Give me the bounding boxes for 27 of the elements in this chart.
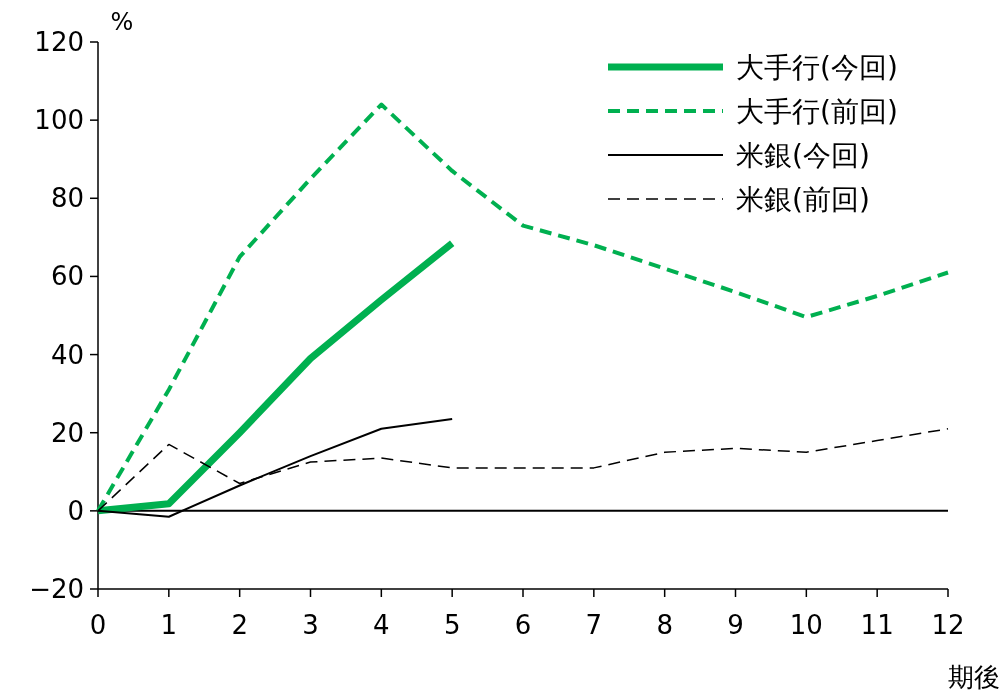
legend-label: 大手行(今回)	[736, 51, 898, 84]
y-tick-label: 100	[34, 105, 84, 136]
x-tick-label: 2	[231, 610, 248, 640]
x-tick-label: 9	[727, 610, 744, 640]
x-tick-label: 10	[789, 610, 823, 640]
x-tick-label: 8	[656, 610, 673, 640]
y-tick-label: 80	[50, 183, 84, 214]
x-tick-label: 11	[860, 610, 894, 640]
y-tick-label: 40	[50, 339, 84, 370]
y-tick-label: 120	[34, 27, 84, 57]
y-axis-title: %	[110, 8, 134, 36]
legend-label: 米銀(前回)	[736, 183, 870, 216]
x-tick-label: 0	[89, 610, 107, 640]
y-tick-label: −20	[29, 574, 84, 604]
x-axis-title: 期後	[948, 662, 1000, 692]
x-tick-label: 3	[302, 610, 319, 640]
x-tick-label: 7	[585, 610, 603, 640]
x-tick-label: 5	[443, 610, 461, 640]
legend-label: 大手行(前回)	[736, 95, 898, 128]
x-tick-label: 12	[931, 610, 965, 640]
x-tick-label: 4	[373, 610, 390, 640]
x-tick-label: 6	[514, 610, 532, 640]
y-tick-label: 60	[50, 261, 84, 292]
y-tick-label: 20	[50, 417, 84, 448]
y-tick-label: 0	[67, 495, 84, 526]
x-tick-label: 1	[160, 610, 178, 640]
legend-label: 米銀(今回)	[736, 139, 870, 172]
